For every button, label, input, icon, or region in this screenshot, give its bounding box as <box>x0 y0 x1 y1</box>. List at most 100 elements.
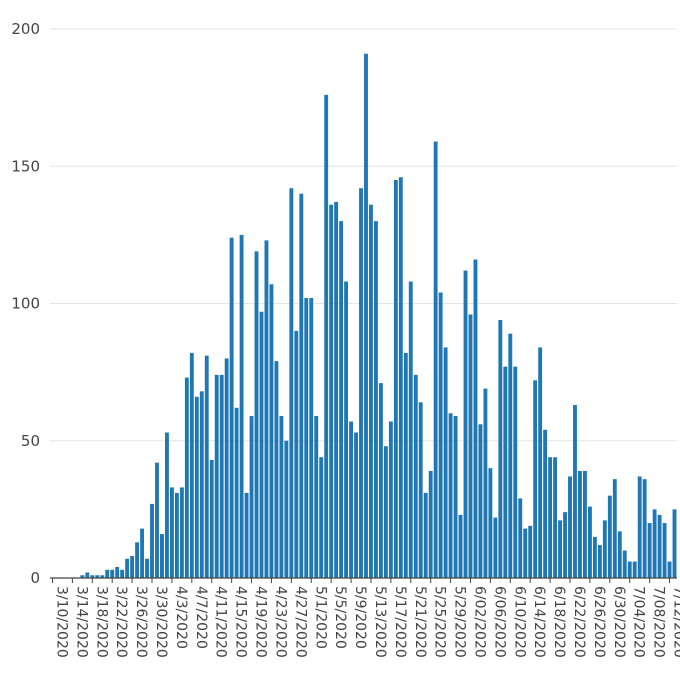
bar <box>135 542 140 578</box>
bar <box>199 391 204 578</box>
bar <box>289 188 294 578</box>
bar <box>553 457 558 578</box>
bar <box>518 498 523 578</box>
bar <box>583 470 587 578</box>
bar <box>364 53 368 578</box>
bar <box>592 536 597 578</box>
bar <box>602 520 607 578</box>
bars <box>80 53 677 579</box>
bar <box>309 298 314 578</box>
bar <box>204 355 209 578</box>
bar <box>428 470 433 578</box>
bar <box>349 421 353 578</box>
bar <box>160 534 164 578</box>
bar <box>493 517 498 578</box>
bar <box>125 558 130 578</box>
bar <box>115 567 120 578</box>
bar <box>354 432 358 578</box>
x-tick-labels: 3/10/2020 3/14/2020 3/18/2020 3/22/2020 3/26… <box>53 586 680 658</box>
x-tick-label: 6/10/2020 <box>511 586 527 658</box>
bar <box>174 492 179 578</box>
x-tick-label: 3/14/2020 <box>73 586 89 658</box>
x-tick-label: 5/21/2020 <box>412 586 428 658</box>
bar <box>543 429 548 578</box>
bar <box>219 374 224 578</box>
bar <box>140 528 144 578</box>
x-tick-label: 5/29/2020 <box>452 586 468 658</box>
bar <box>463 270 468 578</box>
bar <box>224 358 229 578</box>
bar <box>438 292 443 578</box>
bar <box>667 561 672 578</box>
bar <box>403 352 408 578</box>
bar <box>548 457 553 578</box>
bar <box>344 281 349 578</box>
bar <box>672 509 677 579</box>
bar <box>378 383 383 578</box>
bar <box>249 416 254 578</box>
y-tick-label: 50 <box>21 432 40 450</box>
x-tick-label: 6/22/2020 <box>571 586 587 658</box>
x-tick-label: 4/11/2020 <box>213 586 229 658</box>
bar <box>563 512 567 578</box>
bar <box>622 550 627 578</box>
bar <box>304 298 309 578</box>
x-tick-label: 5/1/2020 <box>312 586 328 649</box>
x-tick-label: 4/15/2020 <box>233 586 249 658</box>
x-tick-label: 3/18/2020 <box>93 586 109 658</box>
y-tick-labels: 0 50 100 150 200 <box>11 20 40 587</box>
bar <box>423 492 428 578</box>
bar <box>473 259 478 578</box>
x-tick-label: 6/30/2020 <box>611 586 627 658</box>
bar <box>329 204 334 578</box>
bar <box>453 416 458 578</box>
bar <box>184 377 189 578</box>
bar <box>150 503 154 578</box>
bar <box>369 204 373 578</box>
x-tick-label: 5/9/2020 <box>352 586 368 649</box>
x-tick-label: 6/02/2020 <box>471 586 487 658</box>
bar <box>244 492 249 578</box>
bar <box>662 523 667 578</box>
bar <box>145 558 149 578</box>
x-tick-label: 4/27/2020 <box>292 586 308 658</box>
bar <box>408 281 413 578</box>
x-tick-label: 4/7/2020 <box>193 586 209 649</box>
bar <box>80 575 85 578</box>
bar <box>528 525 533 578</box>
bar <box>374 221 378 578</box>
bar <box>632 561 637 578</box>
bar <box>448 413 453 578</box>
bar <box>314 416 319 578</box>
gridlines <box>50 28 677 442</box>
bar <box>498 319 503 578</box>
bar <box>508 333 513 578</box>
bar <box>642 479 647 578</box>
bar <box>538 347 543 578</box>
bar <box>637 476 642 578</box>
bar <box>433 141 438 579</box>
bar <box>85 572 90 578</box>
x-tick-label: 7/08/2020 <box>651 586 667 658</box>
bar <box>503 366 508 578</box>
bar <box>209 459 214 578</box>
bar <box>179 487 184 578</box>
bar <box>647 523 652 578</box>
bar <box>155 462 159 578</box>
bar <box>513 366 518 578</box>
bar <box>299 193 304 578</box>
bar <box>393 179 398 579</box>
bar <box>234 407 239 578</box>
axes <box>50 577 677 583</box>
bar <box>269 284 274 578</box>
x-tick-label: 6/14/2020 <box>531 586 547 658</box>
x-tick-label: 4/23/2020 <box>272 586 288 658</box>
y-tick-label: 150 <box>11 157 40 175</box>
bar <box>120 569 125 578</box>
bar <box>657 514 662 578</box>
bar <box>214 374 219 578</box>
x-tick-label: 5/25/2020 <box>432 586 448 658</box>
bar <box>194 396 199 578</box>
y-tick-label: 100 <box>11 295 40 313</box>
